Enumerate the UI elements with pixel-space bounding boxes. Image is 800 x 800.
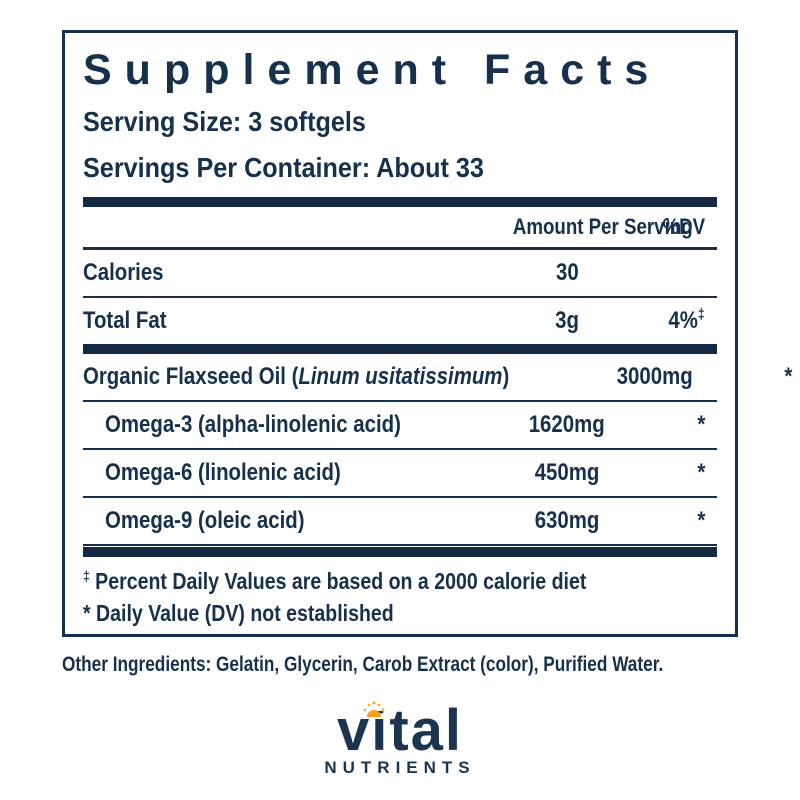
other-ingredients-text: Other Ingredients: Gelatin, Glycerin, Ca… bbox=[62, 653, 664, 676]
servings-per-container-text: Servings Per Container: About 33 bbox=[83, 152, 484, 183]
footnote-text: Daily Value (DV) not established bbox=[96, 600, 394, 626]
panel-title: Supplement Facts bbox=[83, 46, 662, 94]
nutrient-amount: 3g bbox=[555, 307, 579, 334]
latin-name: Linum usitatissimum bbox=[298, 363, 503, 390]
table-row-omega-6: Omega-6 (linolenic acid) 450mg * bbox=[83, 450, 717, 498]
serving-size-line: Serving Size: 3 softgels bbox=[83, 99, 717, 145]
brand-name: NUTRIENTS bbox=[324, 758, 476, 777]
nutrient-amount: 3000mg bbox=[616, 363, 693, 390]
other-ingredients-line: Other Ingredients: Gelatin, Glycerin, Ca… bbox=[62, 648, 792, 682]
table-row-calories: Calories 30 bbox=[83, 250, 717, 298]
nutrient-name: Omega-9 (oleic acid) bbox=[105, 507, 305, 534]
nutrient-amount: 1620mg bbox=[529, 411, 605, 438]
table-header-row: Amount Per Serving %DV bbox=[83, 207, 717, 250]
nutrient-name: Omega-3 (alpha-linolenic acid) bbox=[105, 411, 401, 438]
nutrient-dv: * bbox=[697, 459, 705, 486]
name-prefix: Organic Flaxseed Oil ( bbox=[83, 363, 299, 390]
brand-wordmark: vital bbox=[336, 698, 464, 763]
supplement-facts-panel: Supplement Facts Serving Size: 3 softgel… bbox=[62, 30, 792, 637]
footnote-text: Percent Daily Values are based on a 2000… bbox=[95, 568, 587, 594]
nutrient-name: Omega-6 (linolenic acid) bbox=[105, 459, 341, 486]
nutrient-dv: * bbox=[697, 507, 705, 534]
dv-footnote-marker: ‡ bbox=[698, 307, 705, 323]
table-row-total-fat: Total Fat 3g 4%‡ bbox=[83, 298, 717, 344]
nutrient-name: Organic Flaxseed Oil (Linum usitatissimu… bbox=[83, 363, 584, 391]
nutrient-name: Calories bbox=[83, 259, 164, 286]
amount-per-serving-header: Amount Per Serving bbox=[512, 214, 693, 239]
nutrient-dv bbox=[637, 259, 717, 287]
thick-rule-top bbox=[83, 197, 717, 207]
thick-rule-bottom bbox=[83, 547, 717, 557]
table-row-omega-3: Omega-3 (alpha-linolenic acid) 1620mg * bbox=[83, 402, 717, 450]
nutrient-amount: 30 bbox=[555, 259, 579, 286]
nutrient-dv: * bbox=[697, 411, 705, 438]
percent-dv-header: %DV bbox=[662, 214, 705, 239]
name-suffix: ) bbox=[502, 363, 510, 390]
footnote-dv-not-established: * Daily Value (DV) not established bbox=[83, 597, 717, 629]
nutrient-amount: 450mg bbox=[534, 459, 600, 486]
nutrient-amount: 630mg bbox=[534, 507, 600, 534]
footnotes: ‡ Percent Daily Values are based on a 20… bbox=[83, 557, 717, 629]
serving-size-text: Serving Size: 3 softgels bbox=[83, 106, 366, 137]
nutrient-dv: 4%‡ bbox=[637, 307, 717, 335]
nutrient-name: Total Fat bbox=[83, 307, 167, 334]
servings-per-container-line: Servings Per Container: About 33 bbox=[83, 145, 717, 191]
table-row-omega-9: Omega-9 (oleic acid) 630mg * bbox=[83, 498, 717, 546]
footnote-symbol: ‡ bbox=[83, 568, 90, 585]
sun-icon bbox=[363, 701, 385, 717]
thick-rule-mid bbox=[83, 344, 717, 354]
brand-logo: vital NUTRIENTS bbox=[0, 698, 800, 778]
table-row-flaxseed-oil: Organic Flaxseed Oil (Linum usitatissimu… bbox=[83, 354, 792, 402]
dv-value: 4% bbox=[668, 307, 699, 334]
nutrient-dv: * bbox=[784, 363, 793, 390]
footnote-dv-basis: ‡ Percent Daily Values are based on a 20… bbox=[83, 565, 717, 597]
footnote-symbol: * bbox=[83, 600, 91, 626]
